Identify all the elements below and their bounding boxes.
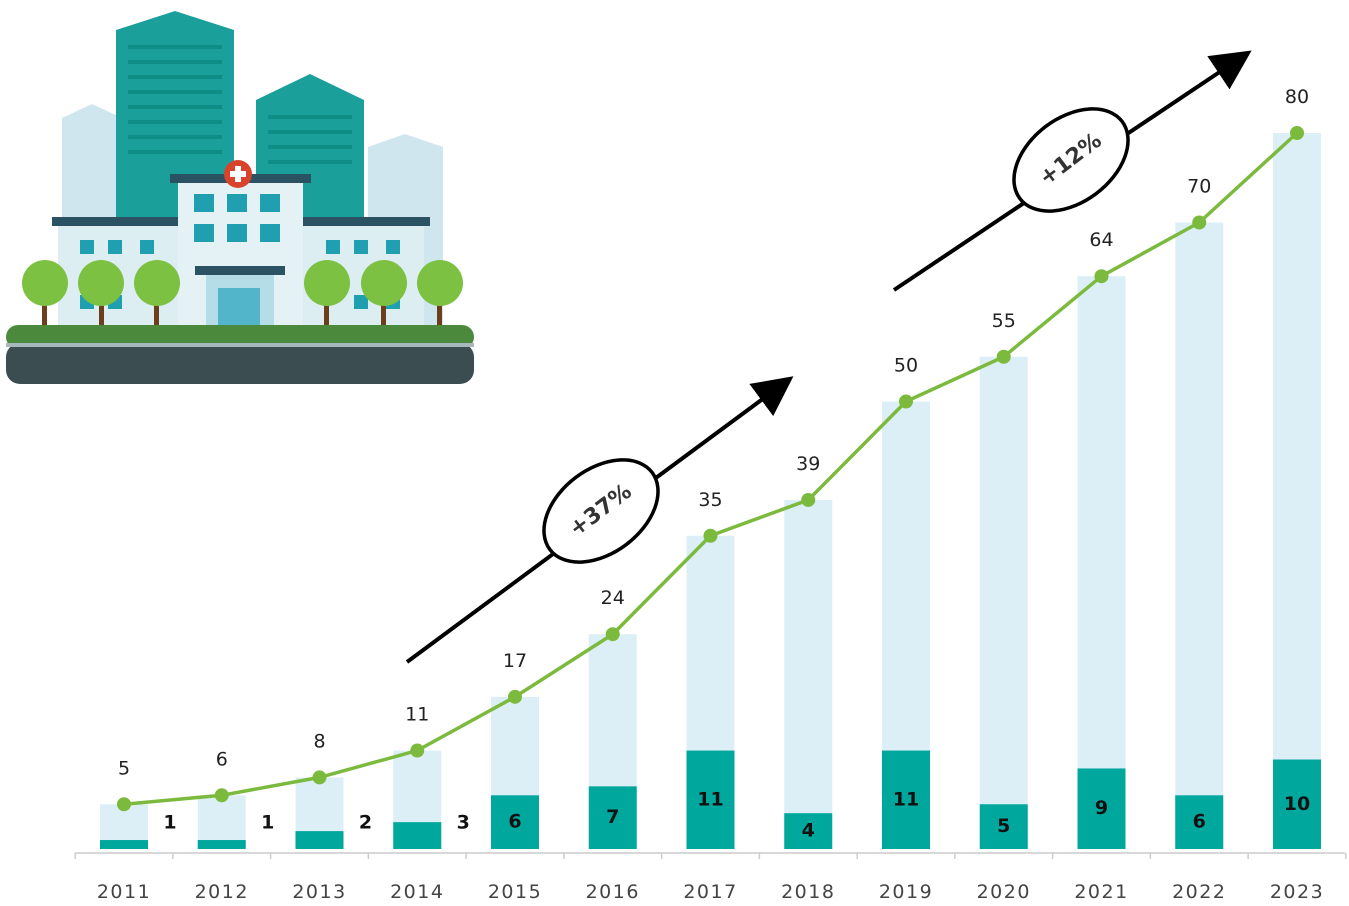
new-data-label: 6	[1193, 811, 1206, 833]
new-data-label: 11	[697, 788, 723, 810]
new-bar	[197, 840, 246, 849]
new-data-label: 5	[997, 815, 1010, 837]
new-data-label: 9	[1095, 797, 1108, 819]
total-data-label: 39	[796, 453, 820, 475]
total-point	[605, 627, 620, 642]
new-data-label: 4	[802, 820, 815, 842]
total-data-label: 24	[601, 587, 625, 609]
total-point	[508, 689, 522, 704]
growth-ellipse-2	[1012, 107, 1130, 213]
total-bar	[784, 499, 833, 849]
total-point	[214, 788, 229, 803]
total-data-label: 8	[313, 730, 325, 752]
new-bar	[393, 822, 442, 849]
total-data-label: 55	[992, 310, 1016, 332]
total-point	[410, 743, 425, 758]
total-data-label: 11	[405, 704, 429, 726]
x-tick-label: 2022	[1172, 881, 1226, 903]
total-point	[1192, 215, 1207, 230]
new-bar	[686, 750, 735, 849]
x-tick-label: 2019	[879, 881, 933, 903]
total-data-label: 35	[698, 489, 722, 511]
new-bar	[100, 840, 148, 849]
total-point	[312, 770, 327, 785]
x-tick-label: 2023	[1270, 881, 1324, 903]
total-bar	[1175, 222, 1224, 849]
new-data-label: 7	[606, 806, 619, 828]
new-bar	[882, 750, 930, 849]
total-bar	[979, 356, 1028, 849]
total-data-label: 6	[216, 748, 228, 770]
x-tick-label: 2018	[781, 881, 835, 903]
new-data-label: 1	[163, 812, 176, 834]
new-bar	[1175, 795, 1224, 849]
total-point	[1290, 126, 1304, 140]
new-bar	[491, 795, 539, 849]
total-point	[801, 492, 816, 507]
total-data-label: 70	[1187, 176, 1211, 198]
x-tick-label: 2021	[1074, 881, 1128, 903]
new-data-label: 11	[893, 788, 919, 810]
new-data-label: 6	[508, 811, 521, 833]
x-tick-label: 2015	[488, 881, 542, 903]
new-bar	[979, 804, 1028, 849]
new-data-label: 10	[1284, 793, 1310, 815]
x-tick-label: 2020	[977, 881, 1031, 903]
hospital-illustration	[6, 11, 474, 384]
total-bar	[1273, 133, 1321, 849]
new-bar	[1273, 759, 1321, 849]
x-tick-label: 2017	[683, 881, 737, 903]
total-data-label: 80	[1285, 86, 1309, 108]
total-data-label: 5	[118, 757, 130, 779]
total-point	[996, 349, 1011, 364]
total-point	[117, 797, 131, 812]
new-data-label: 1	[261, 812, 274, 834]
new-bar	[588, 786, 637, 849]
total-data-label: 17	[503, 650, 527, 672]
growth-ellipse-1	[542, 458, 660, 564]
x-tick-label: 2016	[586, 881, 640, 903]
new-bar	[295, 831, 344, 849]
total-point	[1094, 269, 1109, 284]
total-point	[703, 528, 718, 543]
new-bar	[1077, 768, 1126, 849]
new-data-label: 2	[359, 812, 372, 834]
new-data-label: 3	[457, 812, 470, 834]
x-tick-label: 2011	[97, 881, 151, 903]
new-bar	[784, 813, 833, 849]
x-tick-label: 2012	[195, 881, 249, 903]
x-tick-label: 2014	[390, 881, 444, 903]
total-point	[899, 394, 913, 409]
x-tick-label: 2013	[292, 881, 346, 903]
total-bar	[1077, 276, 1126, 849]
total-data-label: 64	[1089, 229, 1113, 251]
total-data-label: 50	[894, 355, 918, 377]
